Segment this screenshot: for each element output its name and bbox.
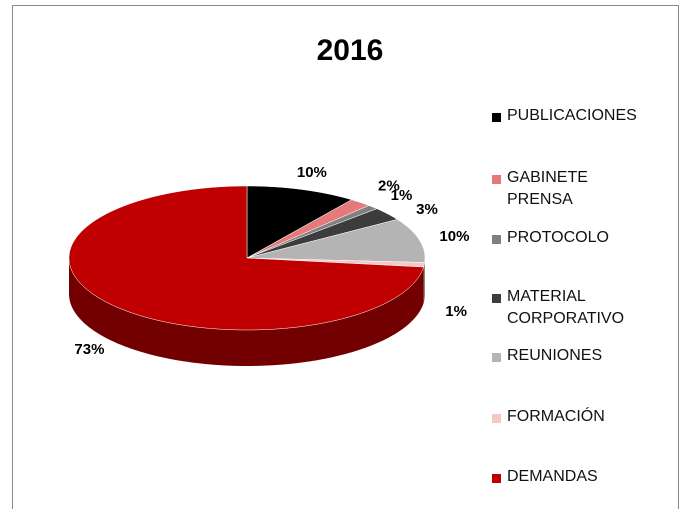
legend-label: REUNIONES bbox=[507, 347, 603, 364]
legend-item: GABINETE PRENSA bbox=[492, 169, 657, 211]
legend-swatch bbox=[492, 414, 501, 423]
pie-slice bbox=[246, 208, 398, 259]
data-label: 1% bbox=[391, 187, 413, 204]
pie-side bbox=[423, 262, 425, 304]
legend-item: PUBLICACIONES bbox=[492, 107, 657, 127]
legend-item: DEMANDAS bbox=[492, 468, 657, 488]
legend-item: FORMACIÓN bbox=[492, 408, 657, 428]
data-label: 10% bbox=[297, 164, 327, 181]
pie-slice bbox=[246, 185, 353, 259]
frame bbox=[12, 5, 679, 509]
legend-label: DEMANDAS bbox=[507, 468, 598, 485]
legend-swatch bbox=[492, 235, 501, 244]
legend-label: GABINETE PRENSA bbox=[507, 169, 588, 208]
legend-swatch bbox=[492, 353, 501, 362]
legend-label: PUBLICACIONES bbox=[507, 107, 637, 124]
data-label: 73% bbox=[74, 341, 104, 358]
data-label: 2% bbox=[378, 178, 400, 195]
legend-item: REUNIONES bbox=[492, 347, 657, 367]
data-label: 1% bbox=[445, 303, 467, 320]
legend-item: MATERIAL CORPORATIVO bbox=[492, 288, 657, 330]
legend-label: FORMACIÓN bbox=[507, 408, 605, 425]
data-label: 10% bbox=[439, 228, 469, 245]
pie-slice bbox=[68, 185, 424, 331]
data-label: 3% bbox=[416, 201, 438, 218]
legend-label: PROTOCOLO bbox=[507, 229, 609, 246]
pie-side bbox=[69, 258, 424, 366]
legend-label: MATERIAL CORPORATIVO bbox=[507, 288, 625, 327]
legend-swatch bbox=[492, 113, 501, 122]
legend-swatch bbox=[492, 294, 501, 303]
legend-swatch bbox=[492, 474, 501, 483]
pie-slice bbox=[246, 219, 426, 263]
legend-swatch bbox=[492, 175, 501, 184]
chart-title: 2016 bbox=[317, 34, 384, 67]
legend-item: PROTOCOLO bbox=[492, 229, 657, 249]
pie-slice bbox=[246, 199, 370, 259]
